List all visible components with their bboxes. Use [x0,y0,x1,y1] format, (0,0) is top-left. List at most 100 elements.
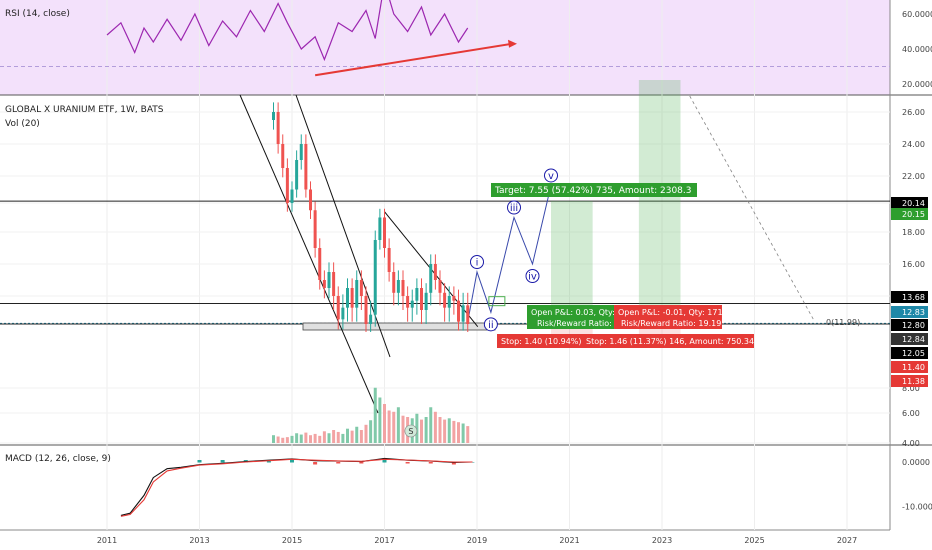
x-tick-label: 2019 [467,536,487,545]
volume-bar [322,431,326,443]
wave-label: ii [488,320,494,331]
price-y-tick-label: 18.00 [902,228,925,237]
macd-histogram-bar [405,462,410,464]
price-tag-label: 12.84 [902,335,925,344]
macd-title: MACD (12, 26, close, 9) [5,454,111,464]
x-tick-label: 2011 [97,536,117,545]
price-tag-box [891,333,928,345]
candle-body [424,292,428,310]
candle-body [420,288,423,310]
candle-body [350,288,354,308]
volume-bar [461,423,465,443]
price-tag-box [891,375,928,387]
candle-layer [272,102,470,332]
macd-histogram-bar [336,462,341,464]
price-panel-background [0,95,890,445]
wave-label-circle [507,200,521,215]
macd-panel-background [0,445,890,530]
candle-body [410,300,414,308]
candle-body [396,280,400,293]
projection-line [689,95,815,322]
price-tag-box [891,319,928,331]
x-tick-label: 2025 [744,536,764,545]
volume-bar [378,397,382,443]
volume-bar [332,430,336,443]
price-tag-box [891,306,928,318]
price-y-tick-label: 26.00 [902,108,925,117]
candle-body [276,112,280,144]
volume-bar [355,426,359,443]
candle-body [433,264,437,280]
price-tag-label: 11.40 [902,363,925,372]
macd-histogram-bar [290,460,294,463]
rsi-y-tick-label: 40.0000 [902,45,932,54]
volume-bar [415,413,419,443]
wave-label-circle [483,317,498,332]
x-tick-label: 2023 [652,536,672,545]
price-y-tick-label: 24.00 [902,140,925,149]
macd-histogram-bar [313,462,318,465]
rsi-y-tick-label: 20.0000 [902,80,932,89]
candle-body [457,300,460,322]
open-pnl-box-1 [527,305,617,329]
volume-bar [447,418,451,443]
volume-bar [433,411,437,443]
fib-label: 0(11.99) [826,318,860,327]
open-pnl-2: Open P&L: -0.01, Qty: 171 [618,308,723,317]
price-y-tick-label: 6.00 [902,409,920,418]
volume-bar [313,433,317,443]
volume-bar [387,410,391,443]
volume-bar [466,426,470,443]
volume-bar [299,434,303,443]
candle-body [373,240,377,315]
wave-label: iii [510,203,518,214]
price-y-tick-label: 16.00 [902,260,925,269]
candle-body [322,280,326,288]
volume-bar [336,431,340,443]
stop-label-1: Stop: 1.40 (10.94%) [501,337,582,346]
candle-body [452,296,456,301]
candle-body [295,160,299,190]
volume-bar [359,430,363,443]
volume-bar [341,433,345,443]
rsi-line [106,0,469,62]
wave-label: v [548,171,554,182]
volume-bar [383,404,386,443]
volume-bar [396,407,400,443]
candle-body [299,144,303,160]
volume-bar [438,417,442,443]
volume-layer: S [272,387,470,443]
price-tag-box [891,361,928,373]
support-zone-rect [302,322,496,331]
candle-body [387,248,391,272]
wave-label: i [476,258,479,269]
candle-body [281,144,285,168]
wave-label-circle [525,269,540,283]
candle-body [272,112,275,120]
volume-bar [309,435,312,443]
candle-body [285,168,289,203]
open-pnl-box-2 [614,305,722,329]
price-y-tick-label: 22.00 [902,172,925,181]
price-tag-box [891,197,928,209]
axis-layer: 2011 2013 2015 2017 2019 2021 2023 2025 2027 60.0… [97,10,932,545]
candle-body [359,280,363,296]
candle-body [438,280,442,293]
x-tick-label: 2017 [374,536,394,545]
candle-body [383,217,386,248]
volume-bar [364,424,368,443]
macd-histogram-bar [220,460,225,463]
volume-bar [281,437,285,443]
macd-histogram-bar [428,462,433,464]
candle-body [355,280,359,308]
macd-layer [120,457,475,517]
price-title: GLOBAL X URANIUM ETF, 1W, BATS [5,105,164,115]
target-zone [551,200,593,324]
candle-body [378,217,382,240]
entry-box [488,296,506,307]
price-tag-label: 11.38 [902,377,925,386]
x-tick-label: 2021 [559,536,579,545]
candle-body [461,305,465,322]
volume-bar [318,435,322,443]
